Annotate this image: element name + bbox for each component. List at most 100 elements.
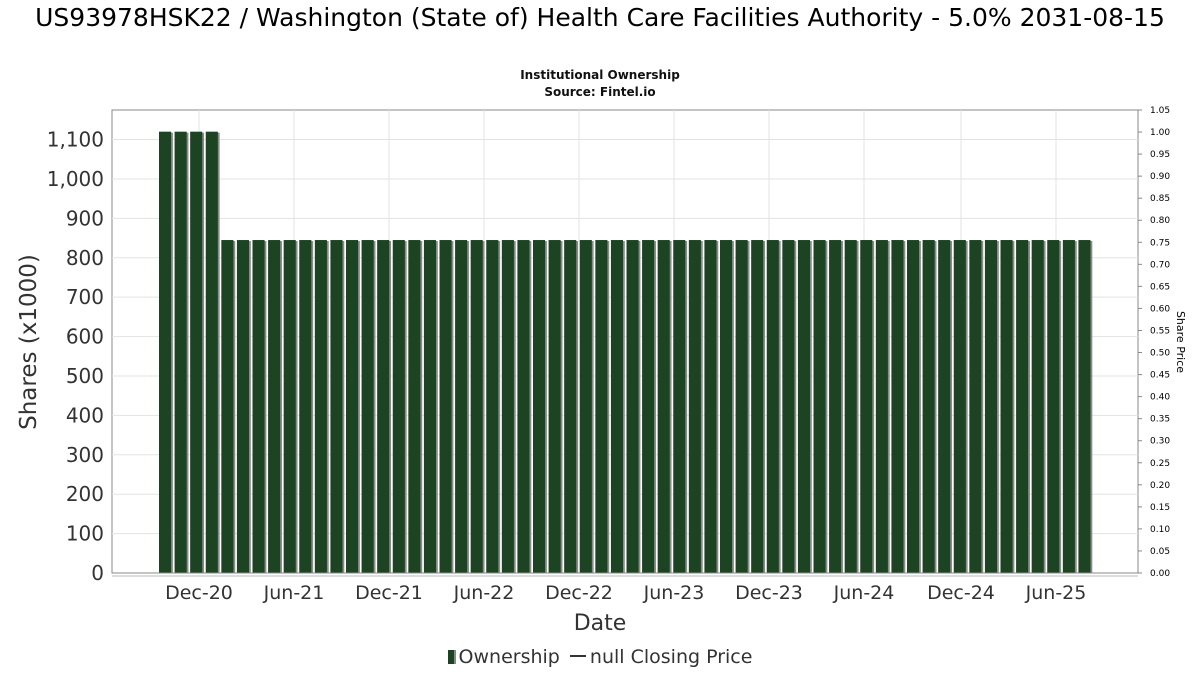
ownership-bar (346, 240, 359, 573)
y2-axis-title: Share Price (1174, 311, 1187, 373)
ownership-bar (688, 240, 701, 573)
y2-tick-label: 0.35 (1150, 415, 1170, 425)
y-tick-label: 900 (66, 206, 104, 230)
y2-tick-label: 0.25 (1150, 459, 1170, 469)
y2-tick-label: 0.75 (1150, 238, 1170, 248)
y2-tick-label: 0.95 (1150, 150, 1170, 160)
y2-tick-label: 0.15 (1150, 503, 1170, 513)
x-tick-label: Dec-23 (735, 582, 803, 604)
ownership-bar (673, 240, 686, 573)
y2-tick-label: 0.50 (1150, 349, 1170, 359)
ownership-bar (782, 240, 795, 573)
ownership-bar (408, 240, 421, 573)
ownership-bar (501, 240, 514, 573)
ownership-bar (610, 240, 623, 573)
y2-tick-label: 0.40 (1150, 393, 1170, 403)
x-tick-label: Jun-23 (643, 582, 705, 604)
y2-tick-label: 0.45 (1150, 371, 1170, 381)
ownership-bar (938, 240, 951, 573)
chart-subtitle: Institutional Ownership (520, 68, 680, 82)
ownership-bar (486, 240, 499, 573)
ownership-bar (423, 240, 436, 573)
ownership-bar (595, 240, 608, 573)
legend: Ownership null Closing Price (0, 646, 1200, 668)
ownership-bar (252, 240, 265, 573)
y-tick-label: 500 (66, 364, 104, 388)
ownership-bar (922, 240, 935, 573)
ownership-bar (1016, 240, 1029, 573)
ownership-bar (174, 131, 187, 573)
ownership-bar (470, 240, 483, 573)
ownership-bar (517, 240, 530, 573)
ownership-legend-swatch (447, 650, 456, 664)
y-tick-label: 300 (66, 443, 104, 467)
ownership-bar (875, 240, 888, 573)
x-tick-label: Jun-24 (833, 582, 895, 604)
ownership-bar (579, 240, 592, 573)
ownership-bar (268, 240, 281, 573)
closing-price-legend-swatch (569, 655, 586, 657)
ownership-bar (844, 240, 857, 573)
y2-tick-label: 0.90 (1150, 172, 1170, 182)
ownership-bar (330, 240, 343, 573)
ownership-bar (953, 240, 966, 573)
ownership-bar (1078, 240, 1091, 573)
y-tick-label: 400 (66, 403, 104, 427)
y2-tick-label: 0.65 (1150, 282, 1170, 292)
ownership-bar (766, 240, 779, 573)
y2-tick-label: 1.05 (1150, 106, 1170, 116)
y2-tick-label: 0.30 (1150, 437, 1170, 447)
ownership-bar (221, 240, 234, 573)
ownership-bar (829, 240, 842, 573)
ownership-bar (797, 240, 810, 573)
ownership-bar (392, 240, 405, 573)
y-tick-label: 1,000 (47, 167, 104, 191)
ownership-bar (190, 131, 203, 573)
ownership-bar (283, 240, 296, 573)
y2-tick-label: 0.55 (1150, 326, 1170, 336)
ownership-bar (626, 240, 639, 573)
y-axis-title: Shares (x1000) (16, 254, 42, 430)
ownership-bar (984, 240, 997, 573)
x-tick-label: Dec-20 (165, 582, 233, 604)
x-tick-label: Jun-22 (453, 582, 515, 604)
chart-title: US93978HSK22 / Washington (State of) Hea… (35, 3, 1165, 32)
ownership-bar (361, 240, 374, 573)
y-tick-label: 200 (66, 482, 104, 506)
ownership-bar (299, 240, 312, 573)
ownership-bar (642, 240, 655, 573)
y-tick-label: 0 (91, 561, 104, 585)
legend-price-label: null Closing Price (589, 646, 753, 668)
ownership-bar (735, 240, 748, 573)
y2-tick-label: 0.85 (1150, 194, 1170, 204)
ownership-bar (548, 240, 561, 573)
ownership-bar (377, 240, 390, 573)
ownership-bar (813, 240, 826, 573)
y2-tick-label: 0.80 (1150, 216, 1170, 226)
y2-tick-label: 0.60 (1150, 304, 1170, 314)
ownership-bar (1031, 240, 1044, 573)
x-tick-label: Dec-22 (545, 582, 613, 604)
ownership-bar (564, 240, 577, 573)
ownership-bar (159, 131, 172, 573)
x-tick-label: Jun-25 (1025, 582, 1087, 604)
x-tick-label: Dec-21 (355, 582, 423, 604)
y-tick-label: 100 (66, 522, 104, 546)
ownership-bar (704, 240, 717, 573)
ownership-bar (1047, 240, 1060, 573)
y2-tick-label: 0.00 (1150, 569, 1170, 579)
ownership-bar (1000, 240, 1013, 573)
chart-source: Source: Fintel.io (544, 85, 656, 99)
ownership-bar (439, 240, 452, 573)
ownership-bar (969, 240, 982, 573)
y-tick-label: 700 (66, 285, 104, 309)
y2-tick-label: 0.10 (1150, 525, 1170, 535)
ownership-bar (751, 240, 764, 573)
x-tick-label: Dec-24 (927, 582, 995, 604)
legend-ownership-label: Ownership (458, 646, 560, 668)
ownership-bar (720, 240, 733, 573)
ownership-bar (314, 240, 327, 573)
y2-tick-label: 0.20 (1150, 481, 1170, 491)
x-axis-title: Date (574, 611, 627, 636)
